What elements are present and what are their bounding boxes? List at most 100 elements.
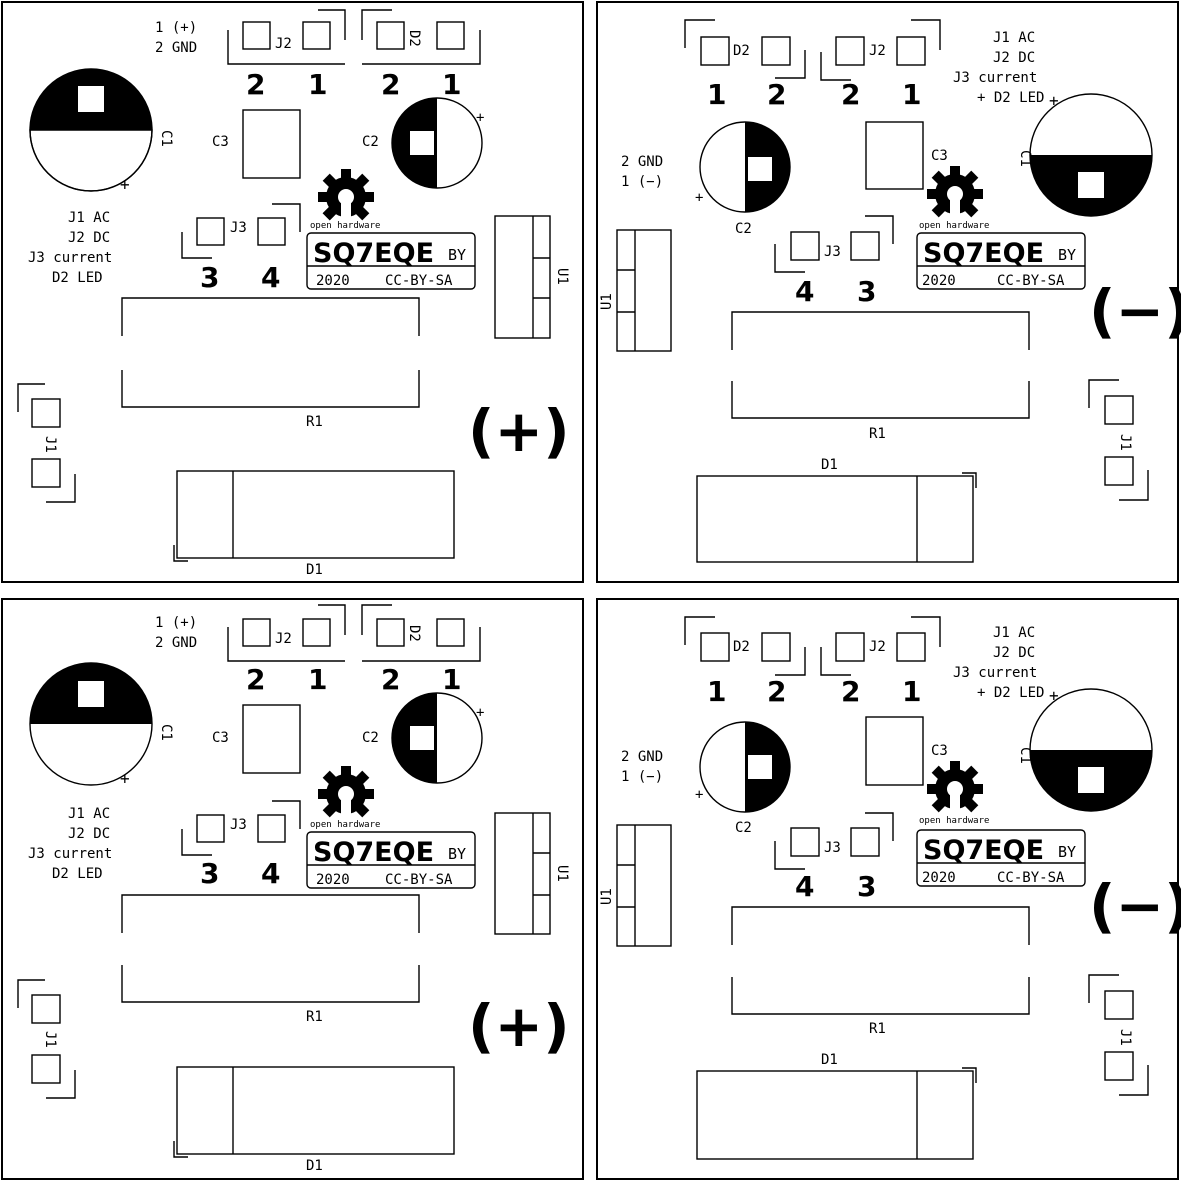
c1-plus: + [1049,91,1059,110]
legend-line: + D2 LED [977,90,1044,106]
c2-label: C2 [735,820,752,836]
panel-positive-b: + C1 1 (+) 2 GND J2 D2 2 1 2 1 C3 + [1,598,584,1180]
regulator-u1: U1 [494,812,570,935]
board-outline [596,1,1179,583]
header-j2: J2 [820,616,941,676]
j3-label: J3 [230,817,247,833]
legend-line: J2 DC [68,826,110,842]
legend-line: D2 LED [52,866,103,882]
connector-note-1: 2 GND [621,154,663,170]
legend-line: + D2 LED [977,685,1044,701]
legend-line: J1 AC [993,30,1035,46]
c1-label: C1 [158,724,174,741]
resistor-r1: R1 [121,297,420,430]
regulator-u1: U1 [599,229,672,352]
header-j3: J3 [181,203,301,259]
d2-label: D2 [733,43,750,59]
j3-label: J3 [824,840,841,856]
j1-label: J1 [42,1031,58,1048]
pin-number: 2 [246,663,265,696]
pin-number: 2 [246,68,265,101]
header-j2: J2 [227,9,346,65]
pin-number: 1 [442,68,461,101]
polarity-symbol: (−) [1089,872,1181,940]
connector-note-1: 1 (+) [155,20,197,36]
capacitor-c1: + C1 [1017,686,1153,812]
c2-label: C2 [735,221,752,237]
header-d2: D2 [684,19,806,79]
header-j1: J1 [1088,379,1149,501]
open-hardware-text: open hardware [310,820,380,830]
diode-d1: D1 [173,470,455,578]
c1-plus: + [120,769,130,788]
capacitor-c3 [865,716,924,786]
c3-label: C3 [212,134,229,150]
j3-label: J3 [230,220,247,236]
c1-label: C1 [158,130,174,147]
header-j3: J3 [774,812,894,870]
diode-d1: D1 [173,1066,455,1174]
polarity-symbol: (−) [1089,277,1181,345]
pin-number: 1 [308,68,327,101]
capacitor-c2: + C2 [362,97,484,189]
diode-d1: D1 [696,457,977,563]
polarity-symbol: (+) [468,397,570,465]
header-j2: J2 [820,19,941,81]
u1-label: U1 [554,865,570,882]
pin-number: 3 [200,261,219,294]
header-j1: J1 [1088,974,1149,1096]
legend-line: D2 LED [52,270,103,286]
pin-number: 4 [795,275,814,308]
header-j3: J3 [181,800,301,856]
pin-number: 2 [767,78,786,111]
capacitor-c2: + C2 [695,121,791,237]
pin-number: 1 [707,78,726,111]
open-hardware-text: open hardware [310,221,380,231]
legend-line: J2 DC [993,50,1035,66]
c3-label: C3 [931,743,948,759]
resistor-r1: R1 [731,311,1030,442]
legend-line: J2 DC [993,645,1035,661]
u1-label: U1 [599,293,615,310]
polarity-symbol: (+) [468,992,570,1060]
j1-label: J1 [1117,434,1133,451]
d1-label: D1 [306,562,323,578]
d1-label: D1 [821,1052,838,1068]
resistor-r1: R1 [731,906,1030,1037]
pin-number: 3 [857,870,876,903]
open-hardware-logo-icon [318,169,374,221]
open-hardware-text: open hardware [919,816,989,826]
legend-line: J3 current [28,846,112,862]
pin-number: 3 [200,857,219,890]
header-d2: D2 [361,9,481,65]
brand-license: CC-BY-SA [997,273,1065,289]
regulator-u1: U1 [599,824,672,947]
panel-positive-a: + C1 1 (+) 2 GND J2 D2 2 1 2 1 C3 [1,1,584,583]
pin-number: 1 [902,675,921,708]
brand-license: CC-BY-SA [385,273,453,289]
c2-label: C2 [362,134,379,150]
c2-plus: + [476,110,484,126]
capacitor-c3 [242,109,301,179]
header-j2: J2 [227,604,346,662]
brand-text: SQ7EQE [313,837,434,868]
brand-logo: SQ7EQE BY 2020 CC-BY-SA [306,831,476,889]
r1-label: R1 [869,426,886,442]
pin-number: 2 [841,78,860,111]
j3-label: J3 [824,244,841,260]
capacitor-c1: + C1 [29,68,174,194]
pin-number: 1 [707,675,726,708]
brand-year: 2020 [922,870,956,886]
brand-year: 2020 [316,872,350,888]
header-j3: J3 [774,215,894,273]
legend-line: J1 AC [68,210,110,226]
pin-number: 2 [841,675,860,708]
capacitor-c3 [242,704,301,774]
r1-label: R1 [869,1021,886,1037]
brand-text: SQ7EQE [923,238,1044,269]
capacitor-c3 [865,121,924,190]
d2-label: D2 [733,639,750,655]
panel-negative-b: D2 J2 1 2 2 1 J1 AC J2 DC J3 current + D… [596,598,1181,1180]
d2-label: D2 [406,30,422,47]
